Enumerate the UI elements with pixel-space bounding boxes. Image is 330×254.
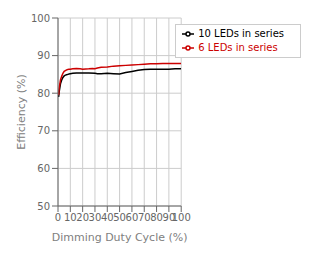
html-text:10 LEDs in series: 10 LEDs in series — [198, 28, 284, 39]
svg-text:Dimming Duty Cycle (%): Dimming Duty Cycle (%) — [52, 231, 188, 244]
svg-text:80: 80 — [150, 212, 163, 223]
svg-text:100: 100 — [172, 212, 191, 223]
svg-text:10: 10 — [64, 212, 77, 223]
svg-text:50: 50 — [113, 212, 126, 223]
svg-text:60: 60 — [37, 163, 50, 174]
svg-text:0: 0 — [55, 212, 61, 223]
svg-text:30: 30 — [89, 212, 102, 223]
svg-text:90: 90 — [37, 50, 50, 61]
svg-text:40: 40 — [101, 212, 114, 223]
svg-text:60: 60 — [126, 212, 139, 223]
svg-text:70: 70 — [138, 212, 151, 223]
svg-text:20: 20 — [76, 212, 89, 223]
svg-text:50: 50 — [37, 201, 50, 212]
svg-text:90: 90 — [162, 212, 176, 224]
svg-text:Efficiency (%): Efficiency (%) — [15, 74, 28, 150]
svg-text:100: 100 — [31, 13, 50, 24]
html-text:6 LEDs in series: 6 LEDs in series — [198, 42, 278, 53]
svg-text:70: 70 — [37, 125, 50, 136]
svg-text:80: 80 — [37, 88, 50, 99]
